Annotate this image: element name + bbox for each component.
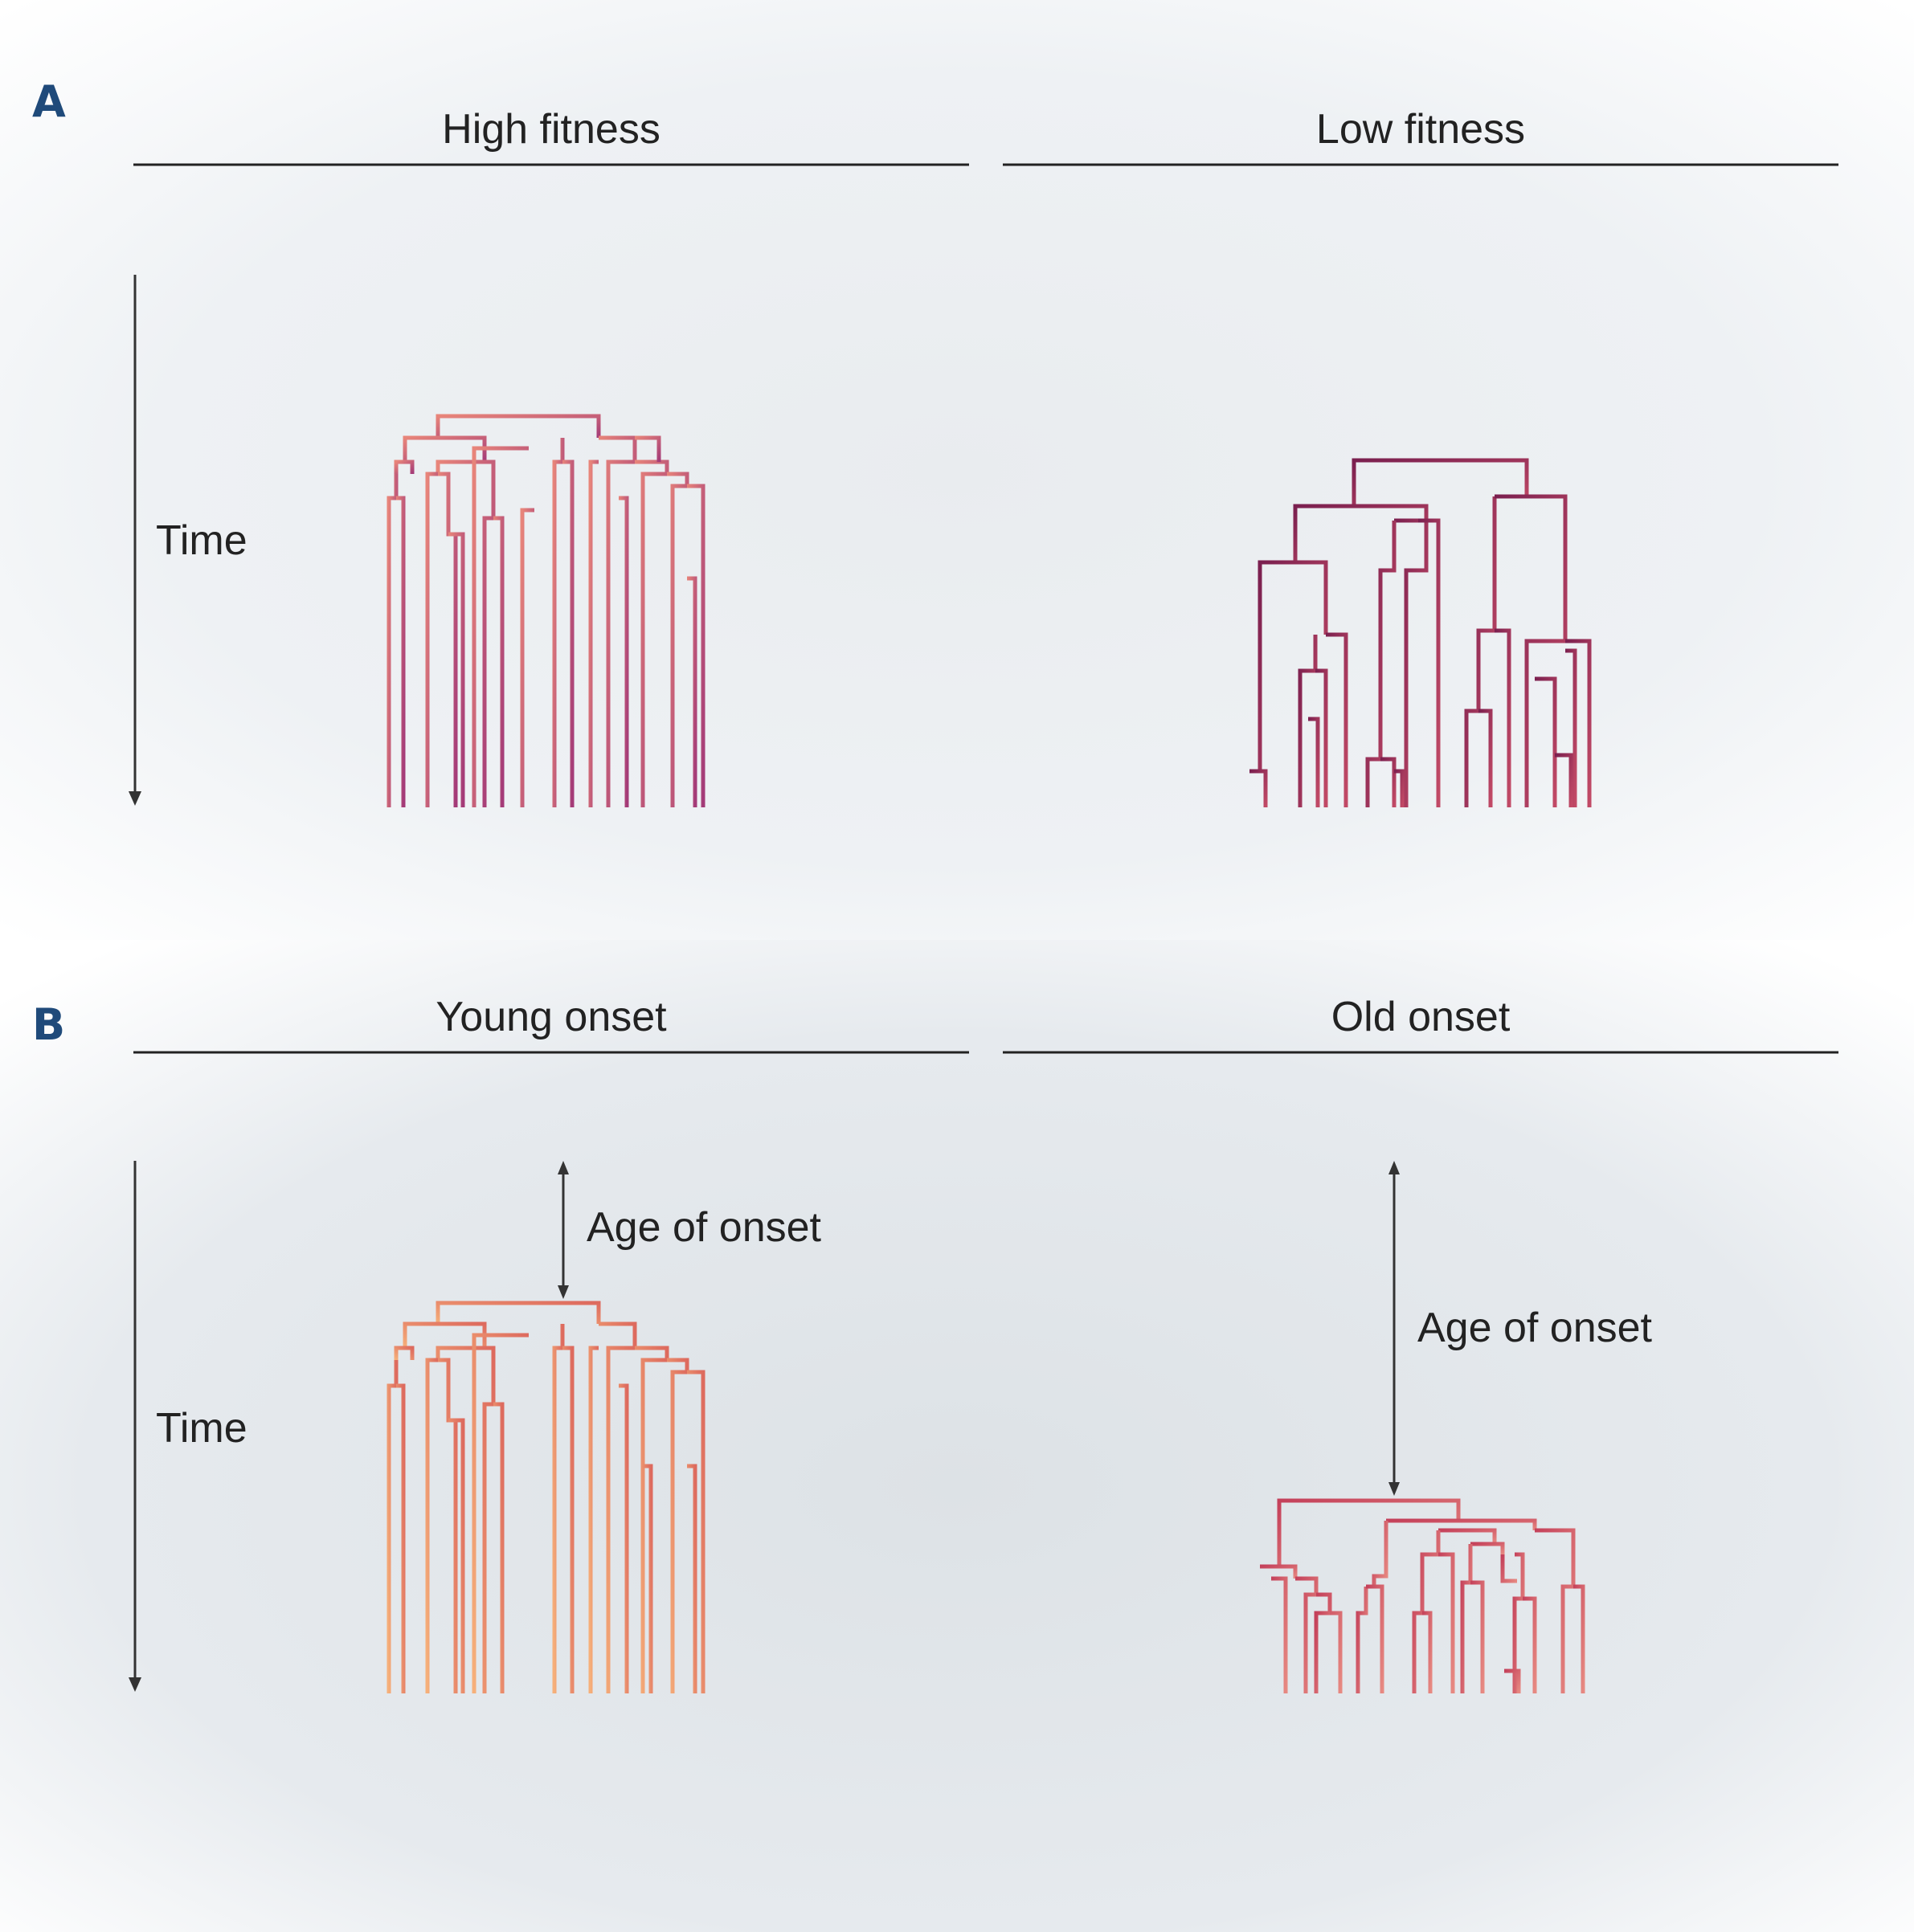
age-of-onset-label-young: Age of onset [587, 1204, 822, 1251]
old-onset-tree [1258, 1161, 1585, 1693]
arrow-down-icon [558, 1285, 569, 1299]
arrow-down-icon [129, 791, 141, 806]
arrow-up-icon [1388, 1161, 1400, 1174]
panel-a-background [0, 0, 1914, 940]
panel-a-letter: A [32, 76, 66, 127]
panel-b-background [0, 940, 1914, 1932]
arrow-up-icon [558, 1161, 569, 1174]
age-of-onset-label-old: Age of onset [1417, 1305, 1653, 1351]
old-onset-title: Old onset [1331, 994, 1511, 1040]
high-fitness-title: High fitness [442, 106, 660, 153]
panel-b-letter: B [32, 999, 65, 1050]
arrow-down-icon [1388, 1482, 1400, 1496]
time-axis-label: Time [156, 1405, 247, 1452]
time-axis-label: Time [156, 517, 247, 564]
young-onset-title: Young onset [436, 994, 667, 1040]
young-onset-tree [386, 1161, 705, 1693]
low-fitness-title: Low fitness [1316, 106, 1525, 153]
low-fitness-tree [1249, 275, 1592, 807]
high-fitness-tree [386, 275, 705, 807]
arrow-down-icon [129, 1677, 141, 1692]
